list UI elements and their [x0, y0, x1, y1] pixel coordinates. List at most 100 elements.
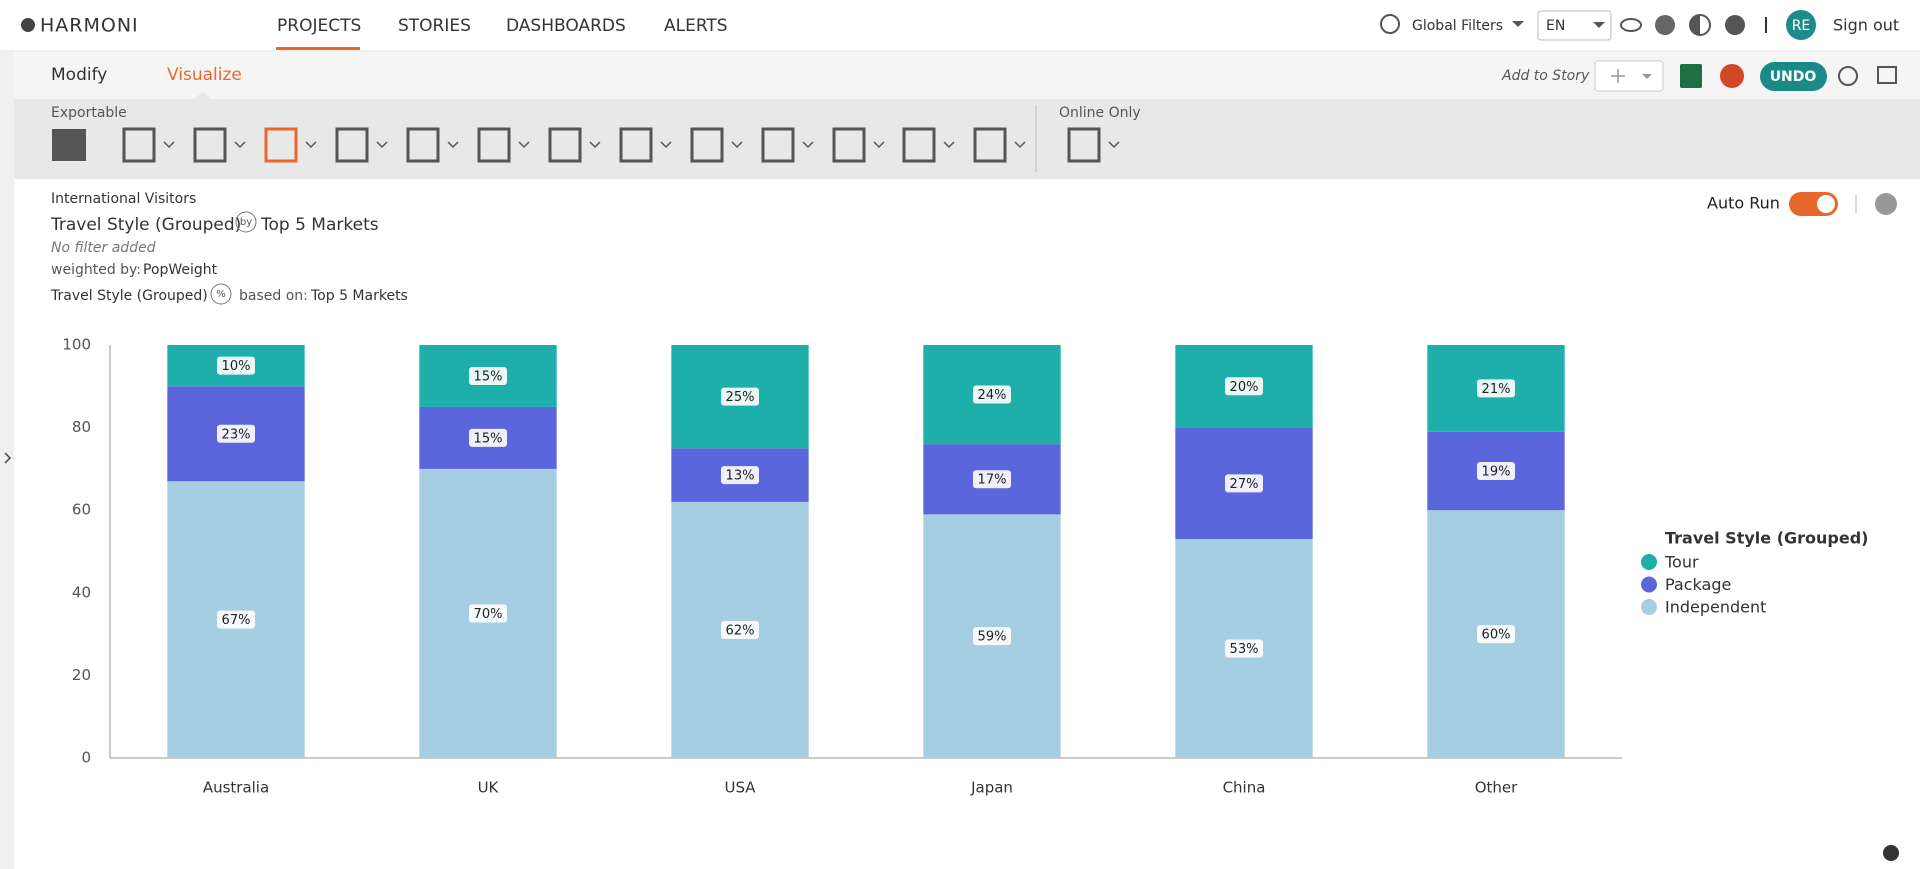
chart-type-icon[interactable] — [832, 127, 866, 163]
chevron — [376, 141, 388, 149]
by-icon: by — [240, 217, 252, 228]
data-label: 67% — [222, 613, 251, 628]
tab-pointer — [195, 91, 211, 99]
legend-label[interactable]: Package — [1665, 575, 1731, 594]
data-label: 20% — [1230, 380, 1259, 395]
data-label-box — [721, 620, 759, 639]
chevron — [802, 141, 814, 149]
y-tick-label: 60 — [72, 501, 91, 519]
user-initials[interactable]: RE — [1792, 18, 1811, 34]
data-label-box — [1477, 379, 1515, 398]
add-to-story: Add to Story — [1501, 68, 1590, 84]
based-on-label: based on: — [239, 288, 308, 304]
data-label: 24% — [978, 388, 1007, 403]
dropdown-icon[interactable] — [1512, 21, 1524, 27]
chart-type-icon[interactable] — [193, 127, 227, 163]
chart-toolbar — [14, 99, 1920, 179]
legend-label[interactable]: Tour — [1664, 553, 1699, 572]
data-label-box — [469, 428, 507, 447]
add-to-story-button[interactable] — [1594, 60, 1664, 92]
y-tick-label: 20 — [72, 666, 91, 684]
x-tick-label: Japan — [970, 779, 1013, 797]
x-tick-label: USA — [724, 779, 756, 797]
legend-marker[interactable] — [1641, 576, 1657, 593]
chart: 0 20 40 60 80 100 Australia 67% 23% 10% UK 70% 15% 15… — [62, 336, 1868, 797]
expand-icon[interactable] — [4, 452, 12, 464]
chart-type-icon[interactable] — [761, 127, 795, 163]
x-tick-label: Australia — [203, 779, 269, 797]
chevron — [305, 141, 317, 149]
weight[interactable]: PopWeight — [143, 262, 218, 278]
nav-item[interactable]: ALERTS — [664, 16, 728, 36]
globe-icon — [1380, 14, 1400, 34]
data-label-box — [1477, 625, 1515, 644]
data-label-box — [973, 470, 1011, 489]
excel-icon[interactable] — [1680, 64, 1702, 88]
legend-marker[interactable] — [1641, 554, 1657, 570]
tab[interactable]: Modify — [51, 65, 107, 85]
data-label-box — [217, 356, 255, 375]
undo-button[interactable] — [1760, 62, 1827, 91]
powerpoint-icon[interactable] — [1720, 64, 1744, 88]
data-label: 17% — [978, 473, 1007, 488]
legend-marker[interactable] — [1641, 599, 1657, 615]
filter[interactable]: No filter added — [51, 240, 156, 256]
chart-type-icon[interactable] — [477, 127, 511, 163]
row-variable[interactable]: Travel Style (Grouped) — [50, 215, 241, 235]
chevron — [731, 141, 743, 149]
chevron — [660, 141, 672, 149]
x-tick-label: UK — [478, 779, 500, 797]
data-label: 19% — [1482, 464, 1511, 479]
sign-out[interactable]: Sign out — [1833, 16, 1899, 35]
by-variable[interactable]: Top 5 Markets — [260, 215, 379, 235]
chart-type-icon[interactable] — [264, 127, 298, 163]
logo[interactable]: HARMONI — [40, 15, 139, 37]
chart-type-icon[interactable] — [690, 127, 724, 163]
help-icon[interactable] — [1875, 193, 1897, 215]
data-label-box — [973, 385, 1011, 404]
chart-type-icon[interactable] — [122, 127, 156, 163]
data-label-box — [469, 604, 507, 623]
refresh-icon[interactable] — [1838, 66, 1858, 86]
language[interactable]: EN — [1546, 18, 1565, 34]
data-label: 15% — [474, 369, 503, 384]
data-label: 25% — [726, 390, 755, 405]
undo[interactable]: UNDO — [1770, 69, 1817, 85]
y-tick-label: 80 — [72, 418, 91, 436]
data-label-box — [973, 627, 1011, 646]
reset-icon[interactable] — [1877, 66, 1897, 84]
chart-type-icon[interactable] — [1067, 127, 1101, 163]
chart-type-icon[interactable] — [902, 127, 936, 163]
chart-type-icon[interactable] — [548, 127, 582, 163]
language-select[interactable] — [1537, 10, 1612, 41]
global-filters[interactable]: Global Filters — [1412, 18, 1503, 34]
chart-type-icon[interactable] — [335, 127, 369, 163]
table-icon[interactable] — [52, 129, 86, 161]
nav-active — [276, 47, 360, 50]
data-label: 62% — [726, 623, 755, 638]
toggle-knob — [1817, 195, 1835, 213]
help-icon[interactable] — [1725, 15, 1745, 35]
chevron — [589, 141, 601, 149]
legend-label[interactable]: Independent — [1665, 598, 1766, 617]
info-icon[interactable] — [1883, 845, 1899, 861]
nav-item[interactable]: PROJECTS — [277, 16, 361, 36]
nav-item[interactable]: DASHBOARDS — [506, 16, 626, 36]
contrast-half — [1690, 15, 1700, 35]
nav-item[interactable]: STORIES — [398, 16, 471, 36]
avatar[interactable] — [1786, 10, 1816, 40]
eye-icon[interactable] — [1620, 18, 1642, 32]
based-on[interactable]: Top 5 Markets — [310, 288, 408, 304]
chart-type-icon[interactable] — [619, 127, 653, 163]
legend-title: Travel Style (Grouped) — [1665, 529, 1868, 548]
by-icon-circle — [235, 211, 257, 233]
chart-type-icon[interactable] — [973, 127, 1007, 163]
tab-active[interactable]: Visualize — [167, 65, 242, 85]
chart-type-icon[interactable] — [406, 127, 440, 163]
brain-icon[interactable] — [1655, 15, 1675, 35]
weighted-label: weighted by: — [51, 262, 141, 278]
dropdown-icon — [1642, 74, 1652, 79]
plus-icon — [1611, 69, 1625, 83]
data-label: 15% — [474, 431, 503, 446]
